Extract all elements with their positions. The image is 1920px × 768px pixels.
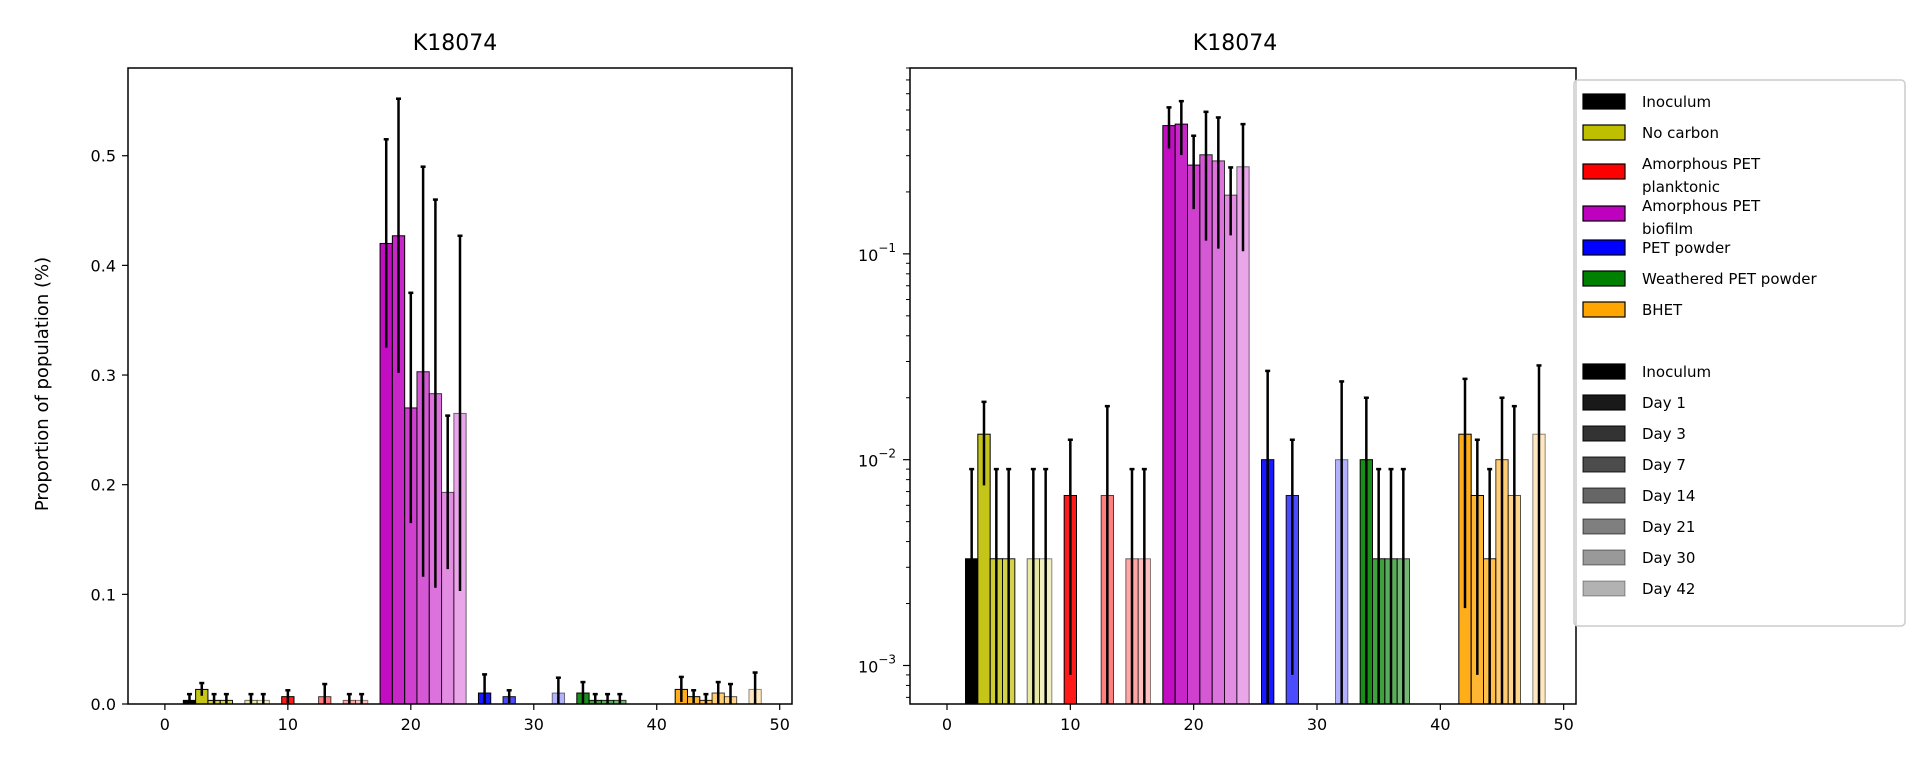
left-bars (182, 97, 762, 705)
bar-right-19 (1174, 123, 1188, 705)
y-tick-label-left-0: 0.0 (91, 695, 116, 714)
x-tick-label-right-50: 50 (1553, 715, 1573, 734)
legend-swatch (1582, 93, 1626, 110)
legend-label: PET powder (1642, 239, 1731, 257)
right-chart-title: K18074 (1193, 31, 1277, 56)
y-tick-label-left-2: 0.2 (91, 476, 116, 495)
x-tick-label-left-0: 0 (160, 715, 170, 734)
x-tick-label-left-10: 10 (278, 715, 298, 734)
legend-label: Amorphous PET (1642, 197, 1761, 215)
right-panel: K18074 0 10 20 30 40 50 10−3 10−2 10−1 (858, 31, 1577, 734)
legend-label: Weathered PET powder (1642, 270, 1818, 288)
legend-label: Inoculum (1642, 93, 1711, 111)
y-tick-label-left-3: 0.3 (91, 366, 116, 385)
legend-label: No carbon (1642, 124, 1719, 142)
bar-right-18 (1162, 125, 1176, 705)
legend-swatch (1582, 394, 1626, 411)
legend-label: planktonic (1642, 178, 1720, 196)
right-bars (965, 99, 1546, 705)
left-panel: K18074 Proportion of population (%) 0 10 2… (32, 31, 793, 734)
x-tick-label-right-0: 0 (942, 715, 952, 734)
legend-swatch (1582, 205, 1626, 222)
legend-swatch (1582, 518, 1626, 535)
legend-label: Day 42 (1642, 580, 1695, 598)
y-tick-label-right-1: 10−2 (858, 447, 896, 471)
bar-right-23 (1224, 194, 1238, 705)
legend-label: Day 3 (1642, 425, 1686, 443)
y-tick-label-left-5: 0.5 (91, 147, 116, 166)
right-axes: 0 10 20 30 40 50 10−3 10−2 10−1 (858, 67, 1577, 734)
x-tick-label-left-40: 40 (647, 715, 667, 734)
left-y-axis-label: Proportion of population (%) (32, 257, 53, 511)
x-tick-label-left-50: 50 (770, 715, 790, 734)
legend-swatch (1582, 487, 1626, 504)
bar-right-20 (1187, 164, 1201, 705)
plot-frame-left (127, 67, 793, 705)
x-tick-label-right-30: 30 (1307, 715, 1327, 734)
legend-swatch (1582, 270, 1626, 287)
legend-label: Day 1 (1642, 394, 1686, 412)
y-tick-label-right-2: 10−1 (858, 241, 896, 265)
legend-swatch (1582, 549, 1626, 566)
legend-swatch (1582, 363, 1626, 380)
legend-swatch (1582, 163, 1626, 180)
legend-box (1573, 79, 1906, 627)
legend-swatch (1582, 239, 1626, 256)
legend-label: biofilm (1642, 220, 1693, 238)
x-tick-label-left-20: 20 (401, 715, 421, 734)
legend-label: Day 30 (1642, 549, 1695, 567)
legend-label: Day 7 (1642, 456, 1686, 474)
legend-label: Amorphous PET (1642, 155, 1761, 173)
y-tick-label-left-4: 0.4 (91, 256, 116, 275)
legend-swatch (1582, 580, 1626, 597)
x-tick-label-right-10: 10 (1060, 715, 1080, 734)
legend-label: BHET (1642, 301, 1683, 319)
legend-swatch (1582, 124, 1626, 141)
legend-swatch (1582, 456, 1626, 473)
legend-label: Inoculum (1642, 363, 1711, 381)
x-tick-label-right-40: 40 (1430, 715, 1450, 734)
x-tick-label-left-30: 30 (524, 715, 544, 734)
legend-label: Day 14 (1642, 487, 1695, 505)
left-chart-title: K18074 (413, 31, 497, 56)
y-tick-label-left-1: 0.1 (91, 585, 116, 604)
y-tick-label-right-0: 10−3 (858, 652, 896, 676)
legend-swatch (1582, 301, 1626, 318)
x-tick-label-right-20: 20 (1183, 715, 1203, 734)
legend-swatch (1582, 425, 1626, 442)
left-axes: 0 10 20 30 40 50 0.0 0.1 0.2 0.3 0.4 0.5 (91, 67, 793, 734)
legend-label: Day 21 (1642, 518, 1695, 536)
